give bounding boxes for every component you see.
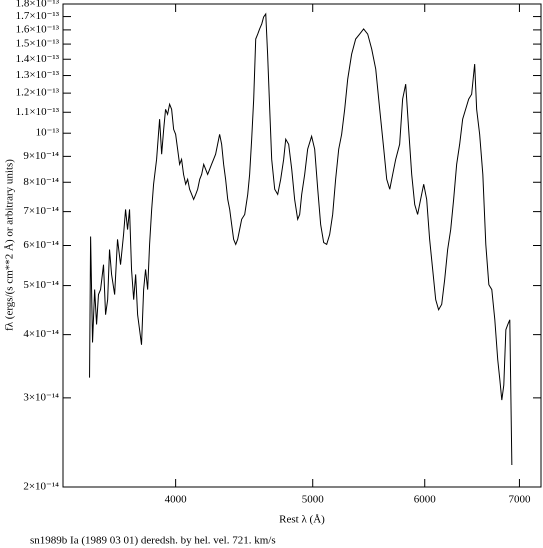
chart-caption: sn1989b Ia (1989 03 01) deredsh. by hel.… bbox=[30, 535, 276, 547]
y-tick-label: 1.7×10⁻¹³ bbox=[16, 10, 60, 22]
y-tick-label: 1.8×10⁻¹³ bbox=[16, 0, 60, 10]
x-tick-label: 4000 bbox=[165, 494, 188, 506]
x-tick-label: 5000 bbox=[302, 494, 325, 506]
y-axis-label: fλ (ergs/(s cm**2 Å) or arbitrary units) bbox=[4, 159, 16, 331]
plot-frame bbox=[62, 3, 542, 488]
y-tick-label: 2×10⁻¹⁴ bbox=[23, 481, 59, 493]
x-tick-label: 6000 bbox=[414, 494, 437, 506]
y-tick-label: 7×10⁻¹⁴ bbox=[23, 205, 59, 217]
y-tick-label: 5×10⁻¹⁴ bbox=[23, 279, 59, 291]
y-tick-label: 1.1×10⁻¹³ bbox=[16, 106, 60, 118]
x-axis-label: Rest λ (Å) bbox=[279, 514, 325, 526]
y-tick-label: 9×10⁻¹⁴ bbox=[23, 150, 59, 162]
y-tick-label: 10⁻¹³ bbox=[36, 127, 60, 139]
spectrum-line bbox=[89, 12, 513, 466]
y-tick-label: 1.3×10⁻¹³ bbox=[16, 69, 60, 81]
y-tick-label: 6×10⁻¹⁴ bbox=[23, 239, 59, 251]
y-tick-label: 1.2×10⁻¹³ bbox=[16, 87, 60, 99]
y-tick-label: 3×10⁻¹⁴ bbox=[23, 391, 59, 403]
x-tick-label: 7000 bbox=[508, 494, 531, 506]
y-tick-label: 4×10⁻¹⁴ bbox=[23, 328, 59, 340]
plot-area bbox=[89, 12, 513, 466]
y-tick-label: 8×10⁻¹⁴ bbox=[23, 176, 59, 188]
y-tick-label: 1.4×10⁻¹³ bbox=[16, 53, 60, 65]
y-tick-label: 1.6×10⁻¹³ bbox=[16, 23, 60, 35]
y-tick-label: 1.5×10⁻¹³ bbox=[16, 38, 60, 50]
